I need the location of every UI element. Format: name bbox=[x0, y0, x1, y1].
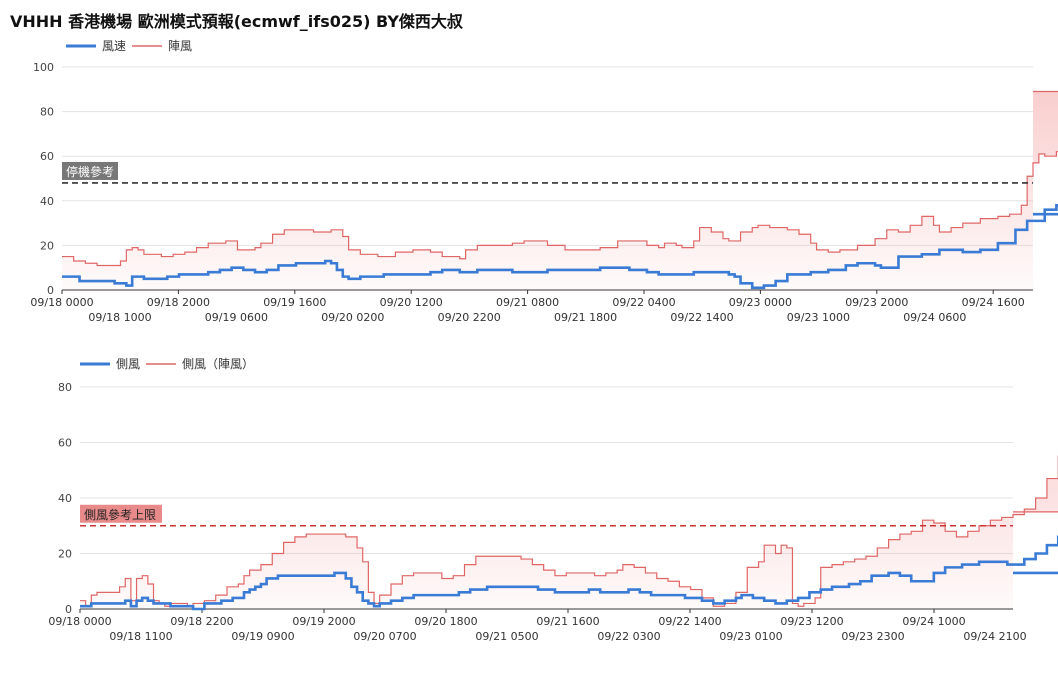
legend-label-wind: 側風 bbox=[116, 357, 140, 371]
threshold-label-box bbox=[80, 504, 162, 523]
x-tick-label: 09/21 0800 bbox=[496, 296, 559, 309]
x-tick-label: 09/19 1600 bbox=[263, 296, 326, 309]
x-tick-label: 09/21 1600 bbox=[536, 615, 599, 628]
x-tick-label: 09/23 0000 bbox=[729, 296, 792, 309]
threshold-label: 側風參考上限 bbox=[84, 507, 156, 522]
x-tick-label: 09/19 0900 bbox=[231, 630, 294, 643]
y-tick-label: 20 bbox=[58, 548, 72, 561]
x-tick-label: 09/20 1200 bbox=[380, 296, 443, 309]
x-tick-label: 09/18 2200 bbox=[170, 615, 233, 628]
x-tick-label: 09/21 0500 bbox=[475, 630, 538, 643]
x-tick-label: 09/22 1400 bbox=[670, 311, 733, 324]
x-tick-label: 09/20 0200 bbox=[321, 311, 384, 324]
wind-series-line bbox=[62, 203, 1058, 290]
legend-label-wind: 風速 bbox=[102, 39, 126, 53]
x-tick-label: 09/22 0400 bbox=[612, 296, 675, 309]
x-tick-label: 09/20 1800 bbox=[414, 615, 477, 628]
x-tick-label: 09/23 0100 bbox=[719, 630, 782, 643]
x-tick-label: 09/23 2300 bbox=[841, 630, 904, 643]
y-tick-label: 60 bbox=[58, 437, 72, 450]
crosswind-chart: 0 20 40 60 80 09/18 0000 09/18 2200 09/19 2000 0… bbox=[48, 357, 1058, 643]
y-tick-label: 80 bbox=[40, 106, 54, 119]
x-tick-label: 09/20 2200 bbox=[438, 311, 501, 324]
gust-series-line bbox=[62, 90, 1058, 267]
y-tick-label: 40 bbox=[58, 492, 72, 505]
x-tick-label: 09/23 2000 bbox=[845, 296, 908, 309]
wind-speed-chart: 0 20 40 60 80 100 09/18 0000 09/18 2000 09/19 16… bbox=[30, 39, 1058, 324]
x-tick-label: 09/18 2000 bbox=[147, 296, 210, 309]
x-tick-label: 09/19 2000 bbox=[292, 615, 355, 628]
x-tick-label: 09/24 2100 bbox=[963, 630, 1026, 643]
wind-series-line bbox=[80, 535, 1058, 611]
x-tick-label: 09/22 0300 bbox=[597, 630, 660, 643]
gust-area bbox=[62, 91, 1058, 290]
legend-label-gust: 陣風 bbox=[168, 39, 192, 53]
x-tick-label: 09/18 0000 bbox=[30, 296, 93, 309]
y-tick-label: 80 bbox=[58, 381, 72, 394]
x-tick-label: 09/24 1600 bbox=[962, 296, 1025, 309]
x-tick-label: 09/20 0700 bbox=[353, 630, 416, 643]
y-tick-label: 40 bbox=[40, 195, 54, 208]
x-tick-label: 09/18 1000 bbox=[88, 311, 151, 324]
threshold-label: 停機參考 bbox=[66, 164, 114, 179]
x-tick-label: 09/22 1400 bbox=[658, 615, 721, 628]
threshold-label-box bbox=[62, 161, 118, 180]
x-tick-label: 09/23 1200 bbox=[780, 615, 843, 628]
x-tick-label: 09/18 1100 bbox=[109, 630, 172, 643]
page-title: VHHH 香港機場 歐洲模式預報(ecmwf_ifs025) BY傑西大叔 bbox=[10, 12, 463, 31]
legend-label-gust: 側風（陣風） bbox=[182, 357, 254, 371]
x-tick-label: 09/24 1000 bbox=[902, 615, 965, 628]
x-tick-label: 09/24 0600 bbox=[903, 311, 966, 324]
x-tick-label: 09/18 0000 bbox=[48, 615, 111, 628]
y-tick-label: 0 bbox=[47, 284, 54, 297]
x-tick-label: 09/19 0600 bbox=[205, 311, 268, 324]
y-tick-label: 0 bbox=[65, 603, 72, 616]
x-tick-label: 09/23 1000 bbox=[787, 311, 850, 324]
y-tick-label: 100 bbox=[33, 61, 54, 74]
y-tick-label: 20 bbox=[40, 239, 54, 252]
y-tick-label: 60 bbox=[40, 150, 54, 163]
x-tick-label: 09/21 1800 bbox=[554, 311, 617, 324]
